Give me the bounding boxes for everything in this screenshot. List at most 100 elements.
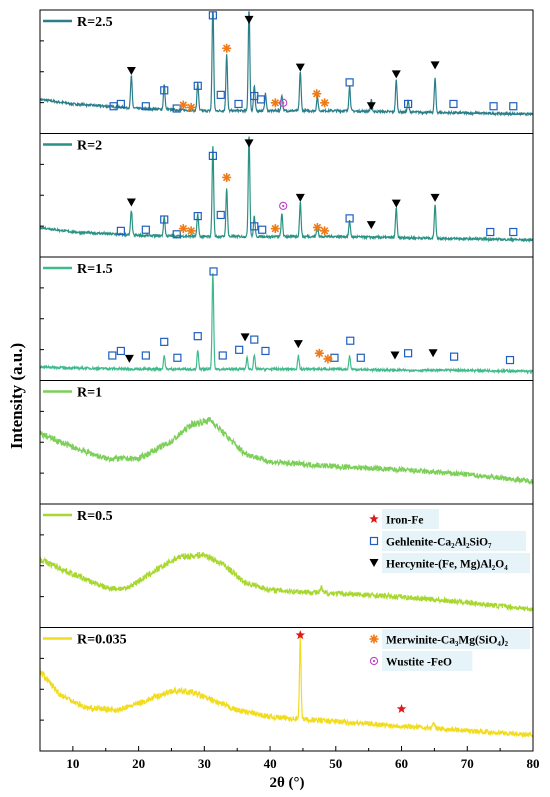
series-line	[39, 11, 534, 117]
x-tick-label: 10	[66, 756, 79, 771]
phase-marker-square	[160, 215, 169, 224]
phase-marker-square	[234, 99, 243, 109]
phase-marker-square	[489, 102, 498, 111]
panels-layer: R=2.5 R=2 R=1.5 R=1 R=0.5 R=0.035	[39, 9, 534, 752]
phase-marker-square	[116, 99, 125, 109]
phase-marker-star	[186, 226, 196, 236]
phase-marker-star	[222, 172, 232, 182]
phase-marker-square	[486, 227, 495, 237]
phase-marker-redstar	[295, 630, 306, 640]
legend-symbol-star	[369, 634, 379, 644]
phase-marker-star	[312, 222, 322, 232]
phase-marker-square	[216, 210, 225, 220]
phase-marker-star	[222, 43, 232, 53]
series-line	[39, 417, 534, 486]
panel-R-2: R=2	[39, 133, 534, 258]
phase-marker-triangle	[126, 67, 136, 76]
phase-marker-square	[141, 102, 150, 111]
phase-marker-triangle	[244, 139, 254, 148]
phase-marker-triangle	[430, 61, 440, 70]
phase-marker-square	[193, 211, 202, 221]
phase-marker-square	[505, 355, 515, 365]
series-line	[39, 637, 534, 739]
legend-label: Iron-Fe	[386, 515, 423, 527]
legend-highlight	[382, 553, 530, 573]
phase-marker-square	[330, 353, 339, 362]
panel-frame	[39, 256, 534, 381]
panel-frame	[39, 9, 534, 134]
phase-marker-square	[160, 337, 169, 346]
legend-phases-a: Iron-Fe Gehlenite-Ca₂Al₂SiO₇ Hercynite-(Fe…	[369, 509, 530, 573]
panel-label: R=1.5	[77, 262, 113, 277]
panel-R-1: R=1	[39, 380, 534, 505]
legend-symbol-triangle	[369, 559, 379, 567]
phase-marker-square	[193, 81, 202, 90]
phase-marker-square	[218, 351, 227, 360]
legend-label: Gehlenite-Ca₂Al₂SiO₇	[386, 537, 492, 549]
phase-marker-square	[404, 349, 413, 358]
phase-marker-square	[172, 104, 181, 113]
legend-symbol-circle	[369, 656, 379, 666]
x-tick-label: 80	[527, 756, 540, 771]
x-axis-label: 2θ (°)	[269, 775, 304, 791]
phase-marker-triangle	[430, 193, 440, 202]
x-tick-label: 70	[461, 756, 474, 771]
phase-marker-square	[261, 346, 270, 356]
legend-symbol-square	[369, 536, 379, 546]
phase-marker-star	[314, 348, 324, 358]
phase-marker-star	[186, 102, 196, 112]
panel-label: R=1	[77, 386, 102, 401]
phase-marker-triangle	[126, 198, 136, 207]
phase-marker-redstar	[396, 703, 407, 714]
panel-label: R=0.5	[77, 509, 113, 524]
phase-marker-star	[320, 226, 330, 236]
phase-marker-square	[116, 346, 125, 356]
phase-marker-square	[160, 86, 169, 95]
phase-marker-triangle	[244, 15, 254, 24]
phase-marker-square	[509, 227, 518, 237]
phase-marker-square	[172, 230, 181, 239]
phase-marker-square	[404, 99, 413, 109]
phase-marker-triangle	[295, 63, 305, 72]
phase-marker-star	[270, 98, 280, 108]
series-line	[39, 136, 534, 243]
legend-symbol-redstar	[369, 514, 379, 524]
x-tick-label: 50	[329, 756, 342, 771]
phase-marker-square	[449, 99, 458, 109]
legend-highlight	[382, 629, 530, 649]
phase-marker-square	[356, 353, 365, 362]
phase-marker-triangle	[293, 340, 303, 349]
phase-marker-star	[270, 224, 280, 234]
phase-marker-circle	[279, 98, 288, 107]
phase-marker-star	[178, 100, 188, 110]
phase-marker-triangle	[391, 70, 401, 79]
phase-marker-square	[208, 11, 217, 20]
legend-label: Wustite -FeO	[386, 657, 452, 669]
phase-marker-square	[141, 351, 150, 360]
x-axis: 10 20 30 40 50 60 70 80	[39, 746, 540, 771]
x-tick-label: 20	[132, 756, 145, 771]
phase-marker-triangle	[390, 351, 400, 360]
phase-marker-star	[312, 89, 322, 99]
legend-highlight	[382, 509, 439, 529]
legend-label: Hercynite-(Fe, Mg)Al₂O₄	[386, 559, 508, 571]
phase-marker-star	[323, 354, 333, 364]
x-tick-label: 40	[264, 756, 277, 771]
series-line	[39, 551, 534, 612]
phase-marker-square	[346, 336, 355, 345]
legend-label: Merwinite-Ca₃Mg(SiO₄)₂	[386, 635, 509, 647]
panel-R-2-5: R=2.5	[39, 9, 534, 134]
legend-highlight	[382, 531, 526, 551]
phase-marker-triangle	[240, 333, 250, 342]
phase-marker-square	[256, 95, 265, 104]
phase-marker-square	[235, 345, 244, 354]
phase-marker-triangle	[295, 193, 305, 202]
panel-R-0-035: R=0.035	[39, 627, 534, 752]
phase-marker-square	[345, 214, 354, 223]
phase-marker-square	[450, 352, 459, 361]
phase-marker-square	[216, 90, 225, 99]
legend-highlight	[382, 651, 473, 671]
phase-marker-triangle	[428, 349, 438, 358]
series-line	[39, 273, 534, 375]
